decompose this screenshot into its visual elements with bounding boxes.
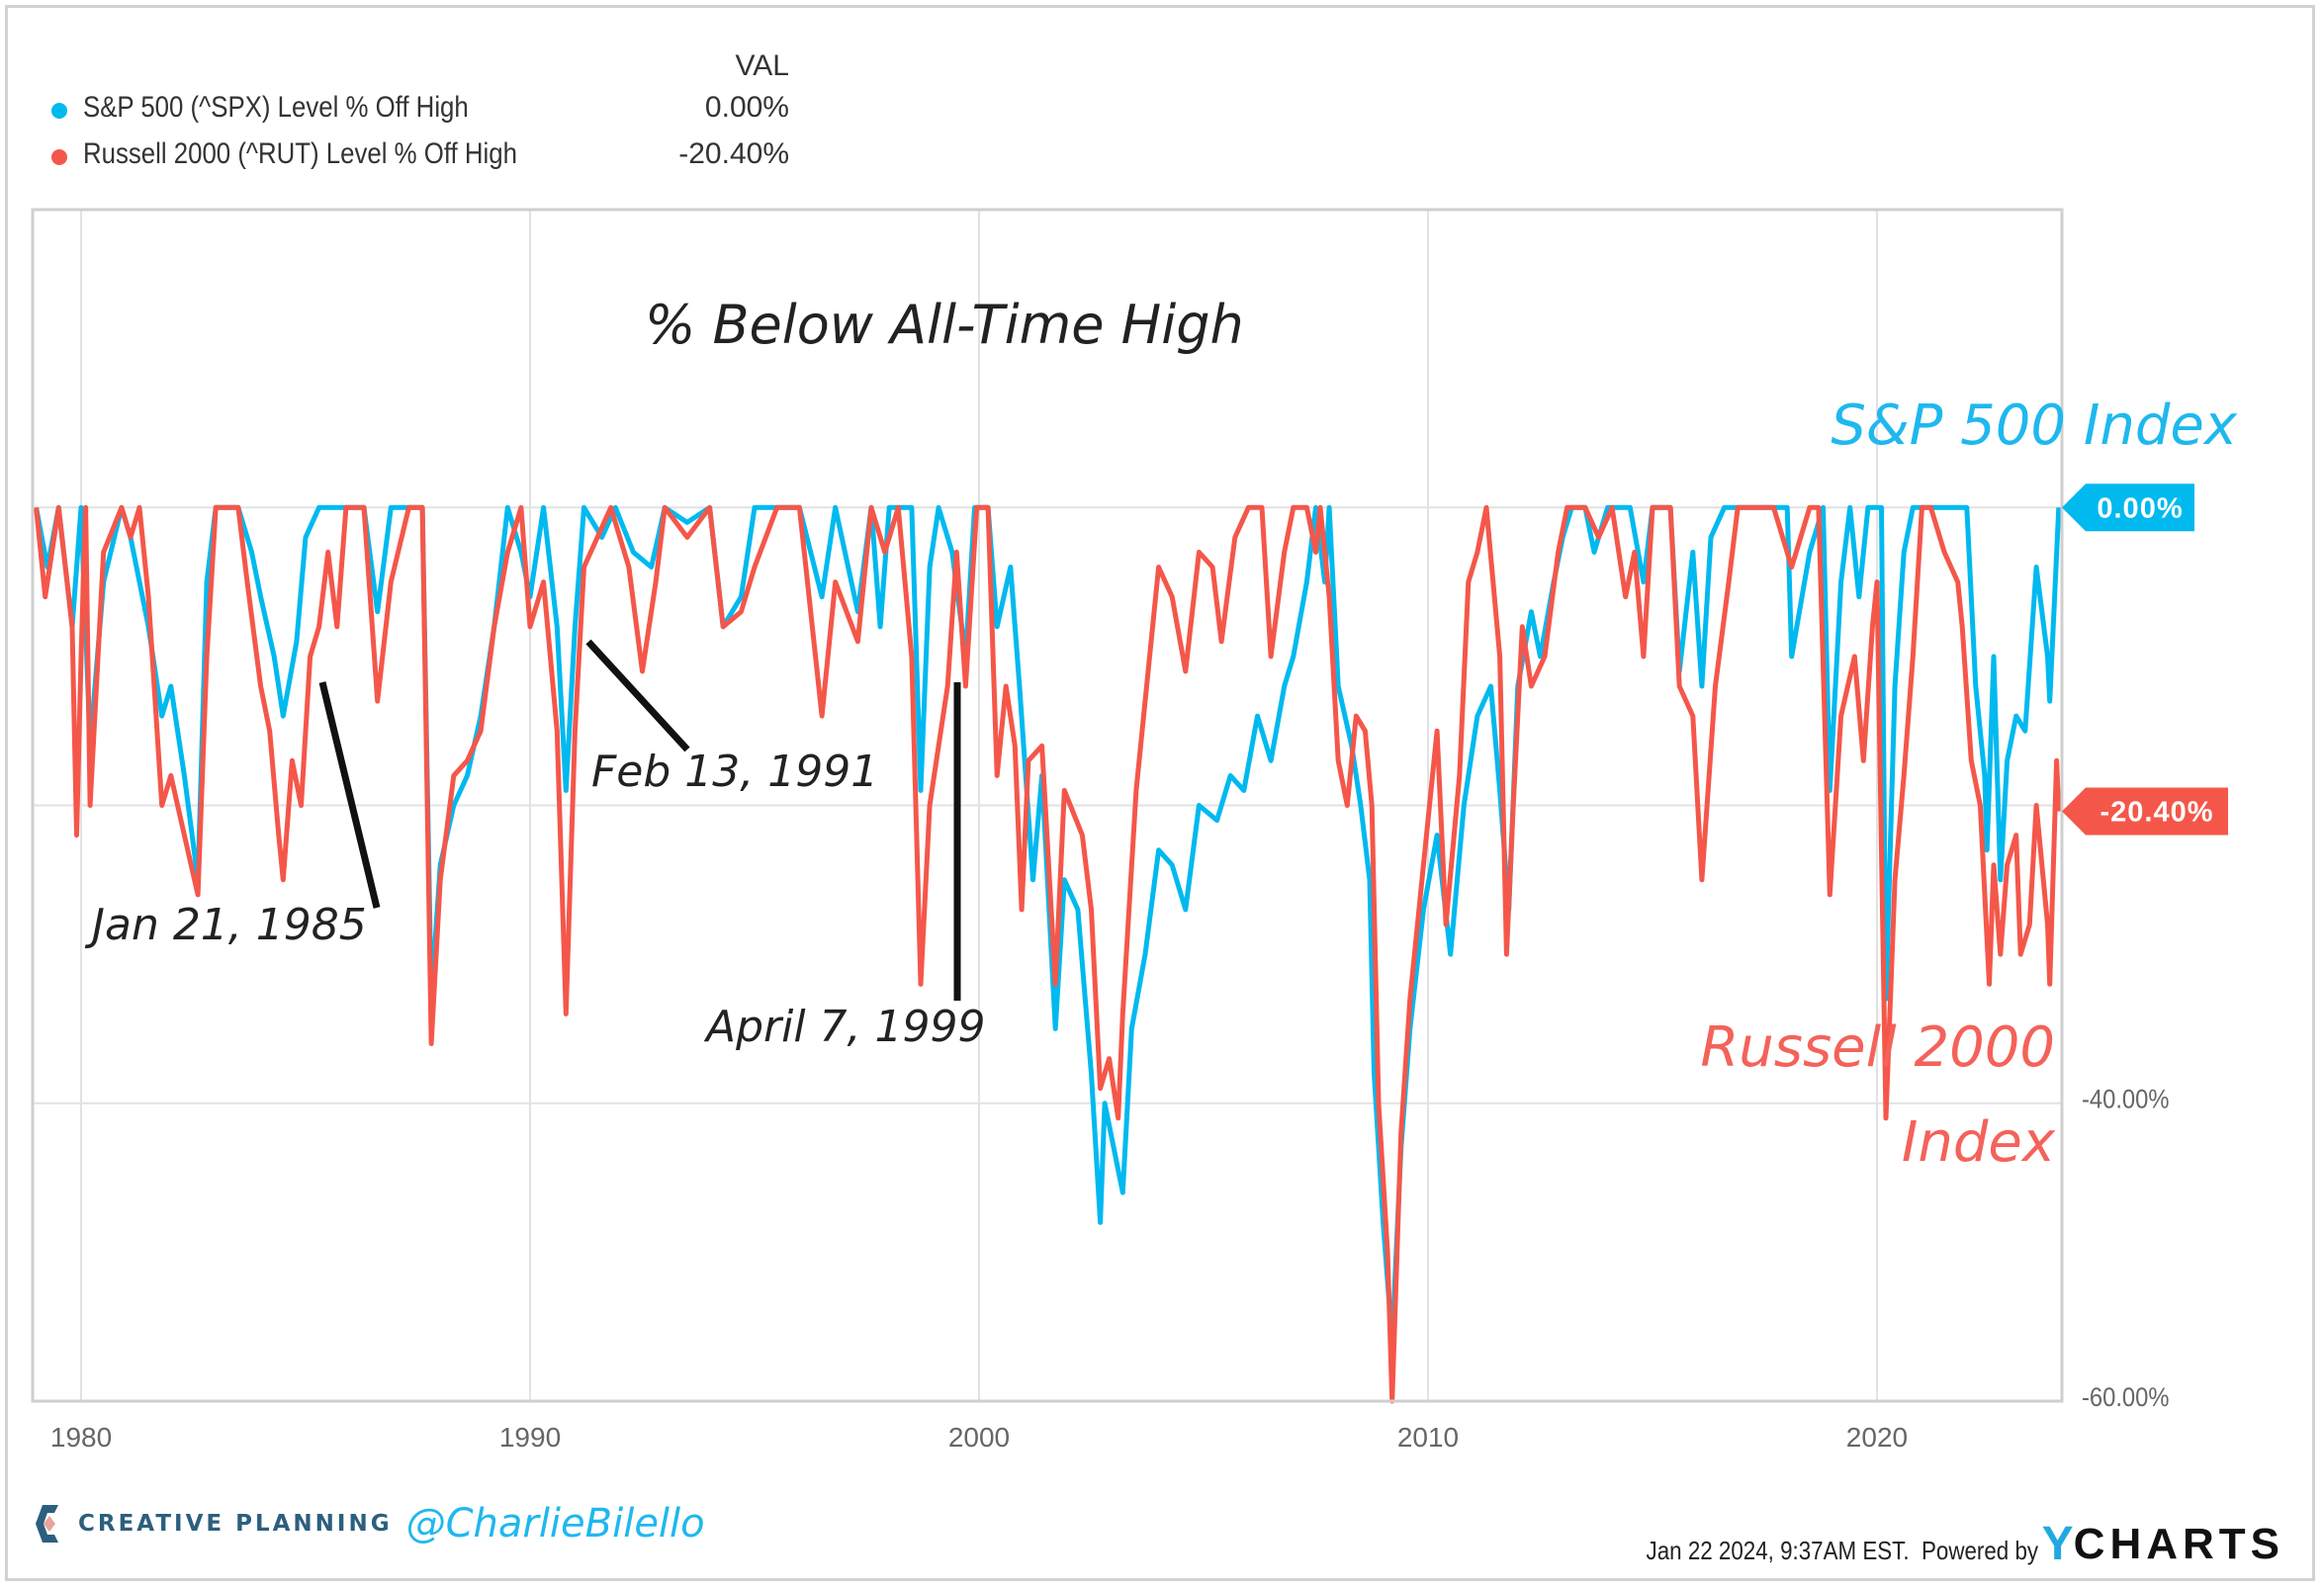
ycharts-footer: Jan 22 2024, 9:37AM EST. Powered by Y CH… [1582,1518,2284,1570]
ycharts-logo-y-icon: Y [2041,1518,2074,1570]
x-tick-label: 2000 [948,1422,1010,1453]
legend-value: -20.40% [678,137,789,170]
rut-line [34,504,2062,1404]
annotation-line-1985 [318,681,381,909]
x-tick-label: 1980 [50,1422,112,1453]
rut-color-dot-icon [51,149,67,165]
x-axis: 1980 1990 2000 2010 2020 [50,1422,1908,1453]
legend-value-header: VAL [735,49,789,82]
chart-title: % Below All-Time High [645,294,1244,356]
annotation-label-1985: Jan 21, 1985 [84,900,367,950]
y-tick-label: -40.00% [2082,1085,2169,1114]
legend-label: Russell 2000 (^RUT) Level % Off High [83,137,517,170]
annotation-line-1991 [585,639,690,752]
rut-series-label-line1: Russell 2000 [1700,1016,2055,1080]
ycharts-logo-text: CHARTS [2073,1520,2284,1568]
last-value-tags: 0.00% -20.40% [2062,484,2228,836]
chart-frame [5,5,2315,1581]
rut-last-value-text: -20.40% [2100,797,2213,829]
timestamp: Jan 22 2024, 9:37AM EST. Powered by [1646,1536,2038,1566]
plot-border [31,208,2064,1403]
spx-last-value-tag [2062,484,2194,532]
timestamp-text: Jan 22 2024, 9:37AM EST. [1646,1536,1910,1565]
x-tick-label: 1990 [499,1422,561,1453]
creative-planning-branding: CREATIVE PLANNING @CharlieBilello [33,1499,705,1548]
annotation-label-1991: Feb 13, 1991 [591,747,878,797]
creative-planning-text: CREATIVE PLANNING [78,1511,393,1537]
x-tick-label: 2010 [1397,1422,1459,1453]
legend-label: S&P 500 (^SPX) Level % Off High [83,91,469,124]
creative-planning-logo-icon [33,1502,66,1546]
spx-color-dot-icon [51,103,67,119]
series-lines [34,504,2062,1404]
spx-last-value-text: 0.00% [2097,492,2183,524]
y-tick-label: -60.00% [2082,1383,2169,1413]
y-axis: 0.00%-20.00%-40.00%-60.00% [2082,489,2169,1412]
author-handle[interactable]: @CharlieBilello [405,1501,705,1546]
powered-by-text: Powered by [1921,1536,2038,1565]
rut-last-value-tag [2062,787,2228,836]
spx-line [34,504,2062,1345]
x-tick-label: 2020 [1846,1422,1908,1453]
legend-value: 0.00% [704,91,789,124]
annotation-label-1999: April 7, 1999 [703,1002,986,1052]
rut-series-label-line2: Index [1902,1110,2056,1175]
spx-series-label: S&P 500 Index [1831,394,2237,458]
